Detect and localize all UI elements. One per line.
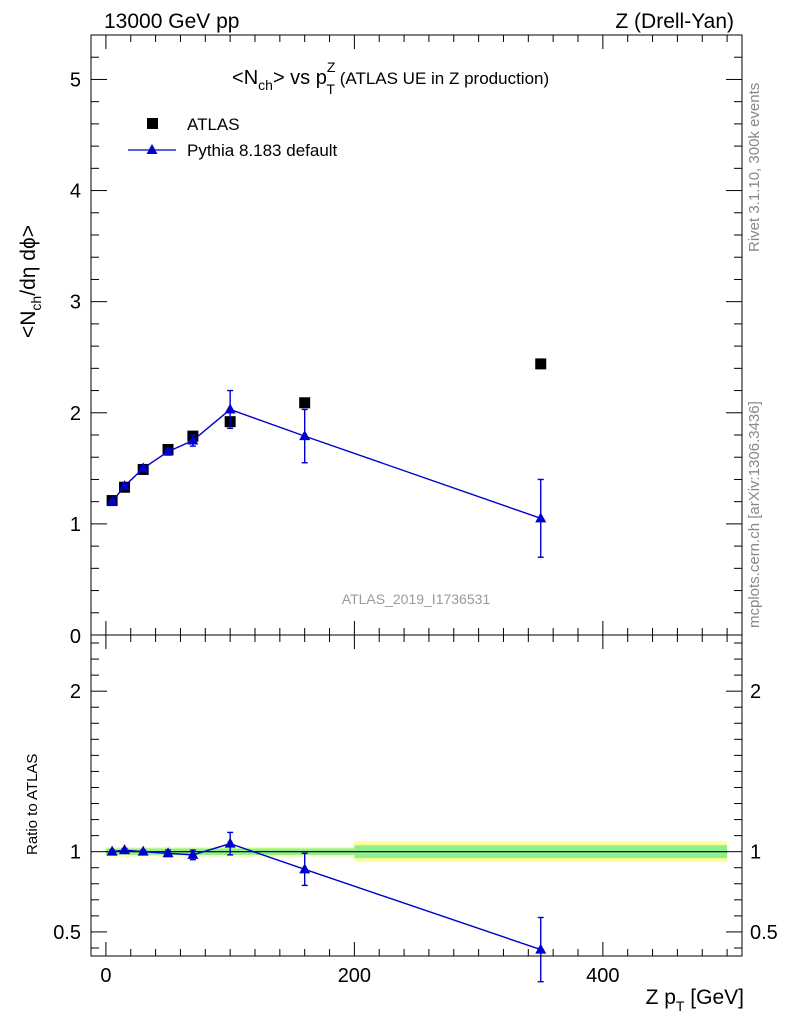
y-tick-label: 1 [70, 514, 81, 536]
y-tick-label: 2 [70, 403, 81, 425]
ratio-y-axis-title: Ratio to ATLAS [24, 754, 41, 855]
rivet-label: Rivet 3.1.10, 300k events [746, 83, 763, 252]
y-zero-label: 0 [70, 626, 81, 648]
y-tick-label: 3 [70, 292, 81, 314]
legend-atlas-marker [147, 118, 158, 129]
mcplots-label: mcplots.cern.ch [arXiv:1306.3436] [746, 401, 763, 628]
plot-title: <Nch> vs pZ T (ATLAS UE in Z production) [232, 59, 549, 97]
ratio-y-tick-label-right: 1 [750, 842, 761, 864]
main-y-axis-title: <Nch/dη dϕ> [17, 225, 44, 338]
y-tick-label: 4 [70, 181, 81, 203]
ratio-panel: 0 200 400 0.5 0.5 1 1 2 2 [53, 635, 778, 987]
y-tick-label: 5 [70, 69, 81, 91]
legend: ATLAS Pythia 8.183 default [128, 115, 338, 160]
header-right: Z (Drell-Yan) [615, 10, 734, 33]
ratio-y-tick-label-left: 0.5 [53, 922, 81, 944]
pythia-point [137, 462, 149, 473]
ratio-point [137, 845, 149, 856]
pythia-point [299, 430, 311, 441]
main-panel: 1 2 3 4 5 0 [70, 35, 742, 648]
pythia-point [224, 403, 236, 414]
ratio-point [299, 863, 311, 874]
x-tick-label: 400 [586, 965, 619, 987]
legend-pythia-marker [146, 144, 158, 154]
header-left: 13000 GeV pp [104, 10, 239, 33]
pythia-point [187, 434, 199, 445]
legend-pythia-label: Pythia 8.183 default [187, 141, 338, 160]
atlas-point [299, 397, 311, 409]
x-tick-label: 0 [100, 965, 111, 987]
ratio-point [224, 837, 236, 848]
ratio-point [162, 847, 174, 858]
pythia-point [535, 512, 547, 523]
ratio-y-tick-label-left: 2 [70, 681, 81, 703]
x-axis-title: Z pT [GeV] [646, 986, 744, 1014]
ratio-y-tick-label-left: 1 [70, 842, 81, 864]
ratio-point [106, 845, 118, 856]
ratio-point [119, 844, 131, 855]
pythia-line [111, 408, 541, 519]
analysis-id-label: ATLAS_2019_I1736531 [342, 591, 491, 607]
x-tick-label: 200 [338, 965, 371, 987]
ratio-y-tick-label-right: 2 [750, 681, 761, 703]
ratio-point [187, 848, 199, 859]
atlas-point [535, 358, 547, 370]
ratio-y-tick-label-right: 0.5 [750, 922, 778, 944]
ratio-point [535, 943, 547, 954]
pythia-point [119, 480, 131, 491]
pythia-point [162, 445, 174, 456]
legend-atlas-label: ATLAS [187, 115, 240, 134]
pythia-point [106, 495, 118, 506]
ratio-frame [90, 634, 743, 957]
